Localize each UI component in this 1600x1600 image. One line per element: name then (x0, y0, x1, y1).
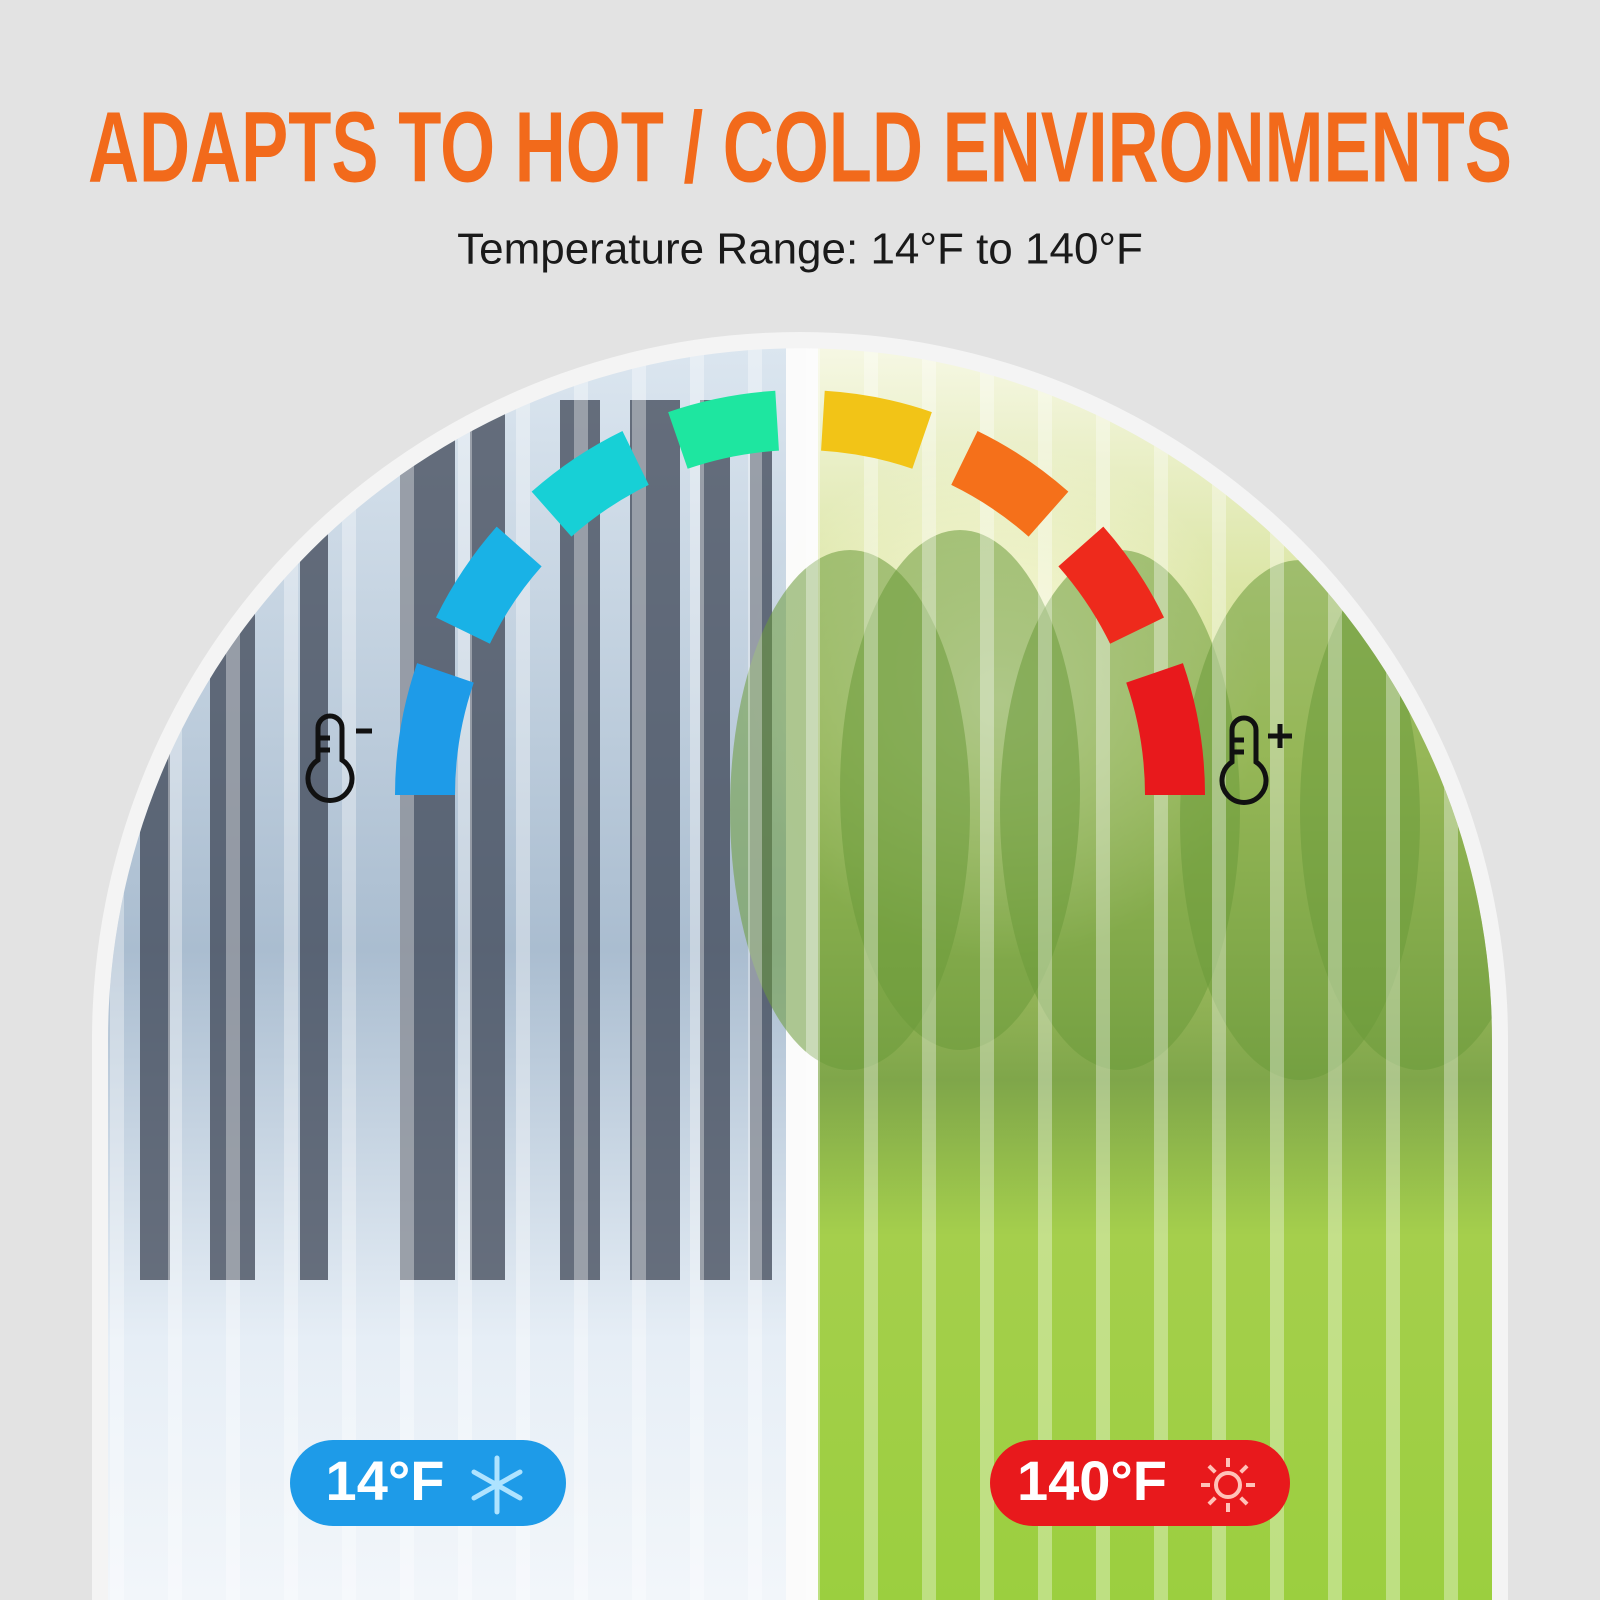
gauge (395, 390, 1205, 795)
subtitle: Temperature Range: 14°F to 140°F (457, 225, 1143, 274)
strip (632, 348, 646, 1600)
gauge-segment (435, 526, 542, 644)
tree-trunk (400, 400, 455, 1280)
strip (1154, 348, 1168, 1600)
strip (748, 348, 762, 1600)
sun-icon (1201, 1458, 1255, 1512)
gauge-segment (531, 430, 649, 537)
strip (284, 348, 298, 1600)
strip (1096, 348, 1110, 1600)
sun-ray (1239, 1496, 1249, 1506)
strip (980, 348, 994, 1600)
strip (1212, 348, 1226, 1600)
gauge-segment (951, 430, 1069, 537)
sun-ray (1207, 1496, 1217, 1506)
snowflake-icon (471, 1455, 523, 1515)
gauge-segment (668, 390, 779, 469)
trees (140, 400, 1492, 1280)
tree-trunk (700, 400, 730, 1280)
strip (1038, 348, 1052, 1600)
strip (806, 348, 820, 1600)
hot-badge-label: 140°F (1017, 1449, 1167, 1512)
strip (400, 348, 414, 1600)
cold-badge-label: 14°F (326, 1449, 445, 1512)
gauge-segment (1058, 526, 1165, 644)
strip (458, 348, 472, 1600)
hot-badge (990, 1440, 1290, 1526)
sun-ray (1207, 1464, 1217, 1474)
strip (1270, 348, 1284, 1600)
strip (1328, 348, 1342, 1600)
curtain-strips (110, 348, 1458, 1600)
gauge-segment (821, 390, 932, 469)
cold-thermometer-icon (305, 713, 372, 803)
strip (574, 348, 588, 1600)
strip (516, 348, 530, 1600)
strip (342, 348, 356, 1600)
sun-ray (1239, 1464, 1249, 1474)
gauge-segment (395, 663, 474, 795)
tree-trunk (560, 400, 600, 1280)
hot-thermometer-icon (1219, 715, 1292, 805)
strip (864, 348, 878, 1600)
strip (226, 348, 240, 1600)
title: ADAPTS TO HOT / COLD ENVIRONMENTS (88, 91, 1512, 203)
tree-trunk (630, 400, 680, 1280)
strip (690, 348, 704, 1600)
strip (922, 348, 936, 1600)
gauge-segment (1126, 663, 1205, 795)
